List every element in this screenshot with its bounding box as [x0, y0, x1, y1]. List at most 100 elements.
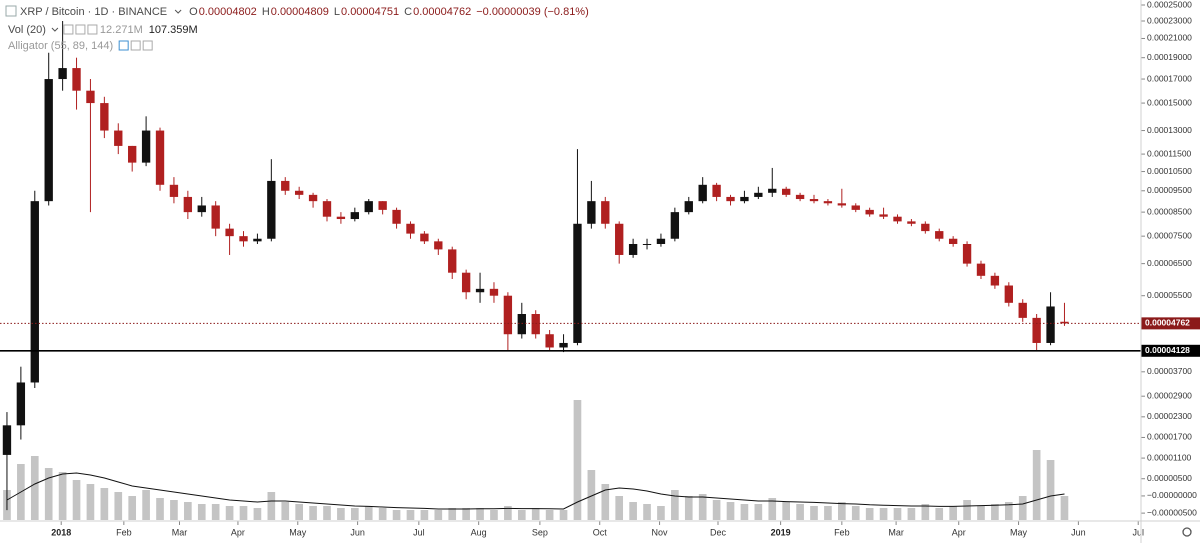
volume-bar — [295, 504, 303, 520]
candle-body — [865, 209, 874, 215]
candle-body — [823, 201, 833, 204]
candle-body — [197, 205, 206, 213]
candle-body — [573, 223, 582, 343]
volume-bar — [1046, 460, 1055, 520]
candle-body — [155, 130, 165, 185]
indicator-name[interactable]: Vol (20) — [8, 24, 46, 36]
x-tick-label: Oct — [593, 527, 608, 537]
candle-body — [809, 199, 819, 202]
x-tick-label: Jun — [1071, 527, 1086, 537]
volume-bar — [225, 506, 234, 520]
close-button[interactable] — [142, 40, 153, 51]
candle-body — [30, 201, 39, 383]
settings-icon[interactable] — [1182, 527, 1192, 537]
candle-body — [698, 184, 707, 202]
volume-bar — [364, 506, 373, 520]
volume-bar — [684, 496, 693, 520]
eye-button[interactable] — [118, 40, 129, 51]
candle-body — [615, 223, 624, 255]
settings-button[interactable] — [130, 40, 141, 51]
candle-body — [795, 194, 805, 200]
candle-body — [141, 130, 151, 163]
x-tick-label: Dec — [710, 527, 727, 537]
volume-bar — [810, 506, 818, 520]
x-tick-label: Mar — [172, 527, 188, 537]
candle-body — [489, 288, 499, 296]
symbol-icon[interactable] — [5, 5, 17, 17]
candle-body — [962, 243, 972, 264]
volume-bar — [991, 504, 999, 520]
volume-bar — [378, 508, 387, 520]
volume-bar — [796, 504, 804, 520]
eye-button[interactable] — [63, 24, 74, 35]
v-tick-label: 0.00001100 — [1147, 452, 1192, 462]
volume-bar — [100, 488, 109, 520]
candle-body — [601, 201, 610, 224]
volume-bar — [657, 506, 665, 520]
volume-bar — [267, 492, 276, 520]
x-tick-label: 2018 — [51, 527, 71, 537]
candle-body — [350, 212, 359, 220]
v-tick-label: −0.00000500 — [1147, 507, 1197, 517]
candle-body — [768, 188, 777, 193]
volume-bar — [434, 510, 443, 520]
candle-body — [726, 196, 735, 202]
volume-bar — [963, 500, 971, 520]
candle-body — [656, 238, 666, 244]
candle-body — [684, 201, 693, 213]
dropdown-arrow — [51, 27, 59, 32]
volume-bar — [838, 502, 846, 520]
x-tick-label: Feb — [116, 527, 132, 537]
candle-body — [712, 184, 721, 197]
candle-body — [503, 295, 513, 335]
v-tick-label: 0.00002900 — [1147, 390, 1192, 400]
candle-body — [461, 272, 471, 293]
volume-bar — [420, 510, 429, 520]
settings-gear[interactable] — [1182, 527, 1192, 537]
y-tick-label: 0.00007500 — [1147, 230, 1192, 240]
volume-bar — [573, 400, 582, 520]
candle-body — [587, 201, 596, 224]
candle-body — [44, 79, 53, 202]
indicator-name[interactable]: Alligator (55, 89, 144) — [8, 40, 113, 52]
candle-body — [1060, 321, 1069, 324]
x-tick-label: Apr — [231, 527, 245, 537]
x-tick-label: Jul — [1132, 527, 1144, 537]
candle-body — [58, 68, 67, 80]
volume-bar — [517, 510, 526, 520]
volume-bar — [142, 490, 150, 520]
volume-bar — [86, 484, 95, 520]
settings-button[interactable] — [75, 24, 86, 35]
volume-bar — [671, 490, 679, 520]
symbol-title[interactable]: XRP / Bitcoin · 1D · BINANCE — [20, 6, 167, 18]
volume-bar — [726, 502, 735, 520]
x-tick-label: Aug — [471, 527, 487, 537]
volume-bar — [309, 506, 317, 520]
candle-body — [976, 263, 986, 276]
y-tick-label: 0.00009500 — [1147, 185, 1192, 195]
volume-bar — [170, 500, 178, 520]
y-tick-label: 0.00017000 — [1147, 73, 1192, 83]
x-tick-label: 2019 — [771, 527, 791, 537]
indicator-value: 12.271M — [100, 24, 143, 36]
candle-body — [322, 201, 332, 217]
x-tick-label: Jul — [413, 527, 425, 537]
close-button[interactable] — [87, 24, 98, 35]
candle-body — [948, 238, 958, 244]
candle-body — [406, 223, 415, 234]
candle-body — [531, 314, 540, 335]
candle-body — [545, 334, 554, 348]
y-tick-label: 0.00015000 — [1147, 97, 1192, 107]
volume-ma-line — [6, 472, 1065, 510]
y-tick-label: 0.00019000 — [1147, 52, 1192, 62]
y-tick-label: 0.00011500 — [1147, 148, 1192, 158]
candle-body — [169, 184, 179, 197]
candle-body — [239, 236, 248, 242]
candle-body — [183, 196, 193, 213]
ohlc-value: 0.00004751 — [341, 6, 399, 18]
y-tick-label: 0.00005500 — [1147, 290, 1192, 300]
volume-bar — [782, 502, 791, 520]
volume-bar — [921, 504, 930, 520]
